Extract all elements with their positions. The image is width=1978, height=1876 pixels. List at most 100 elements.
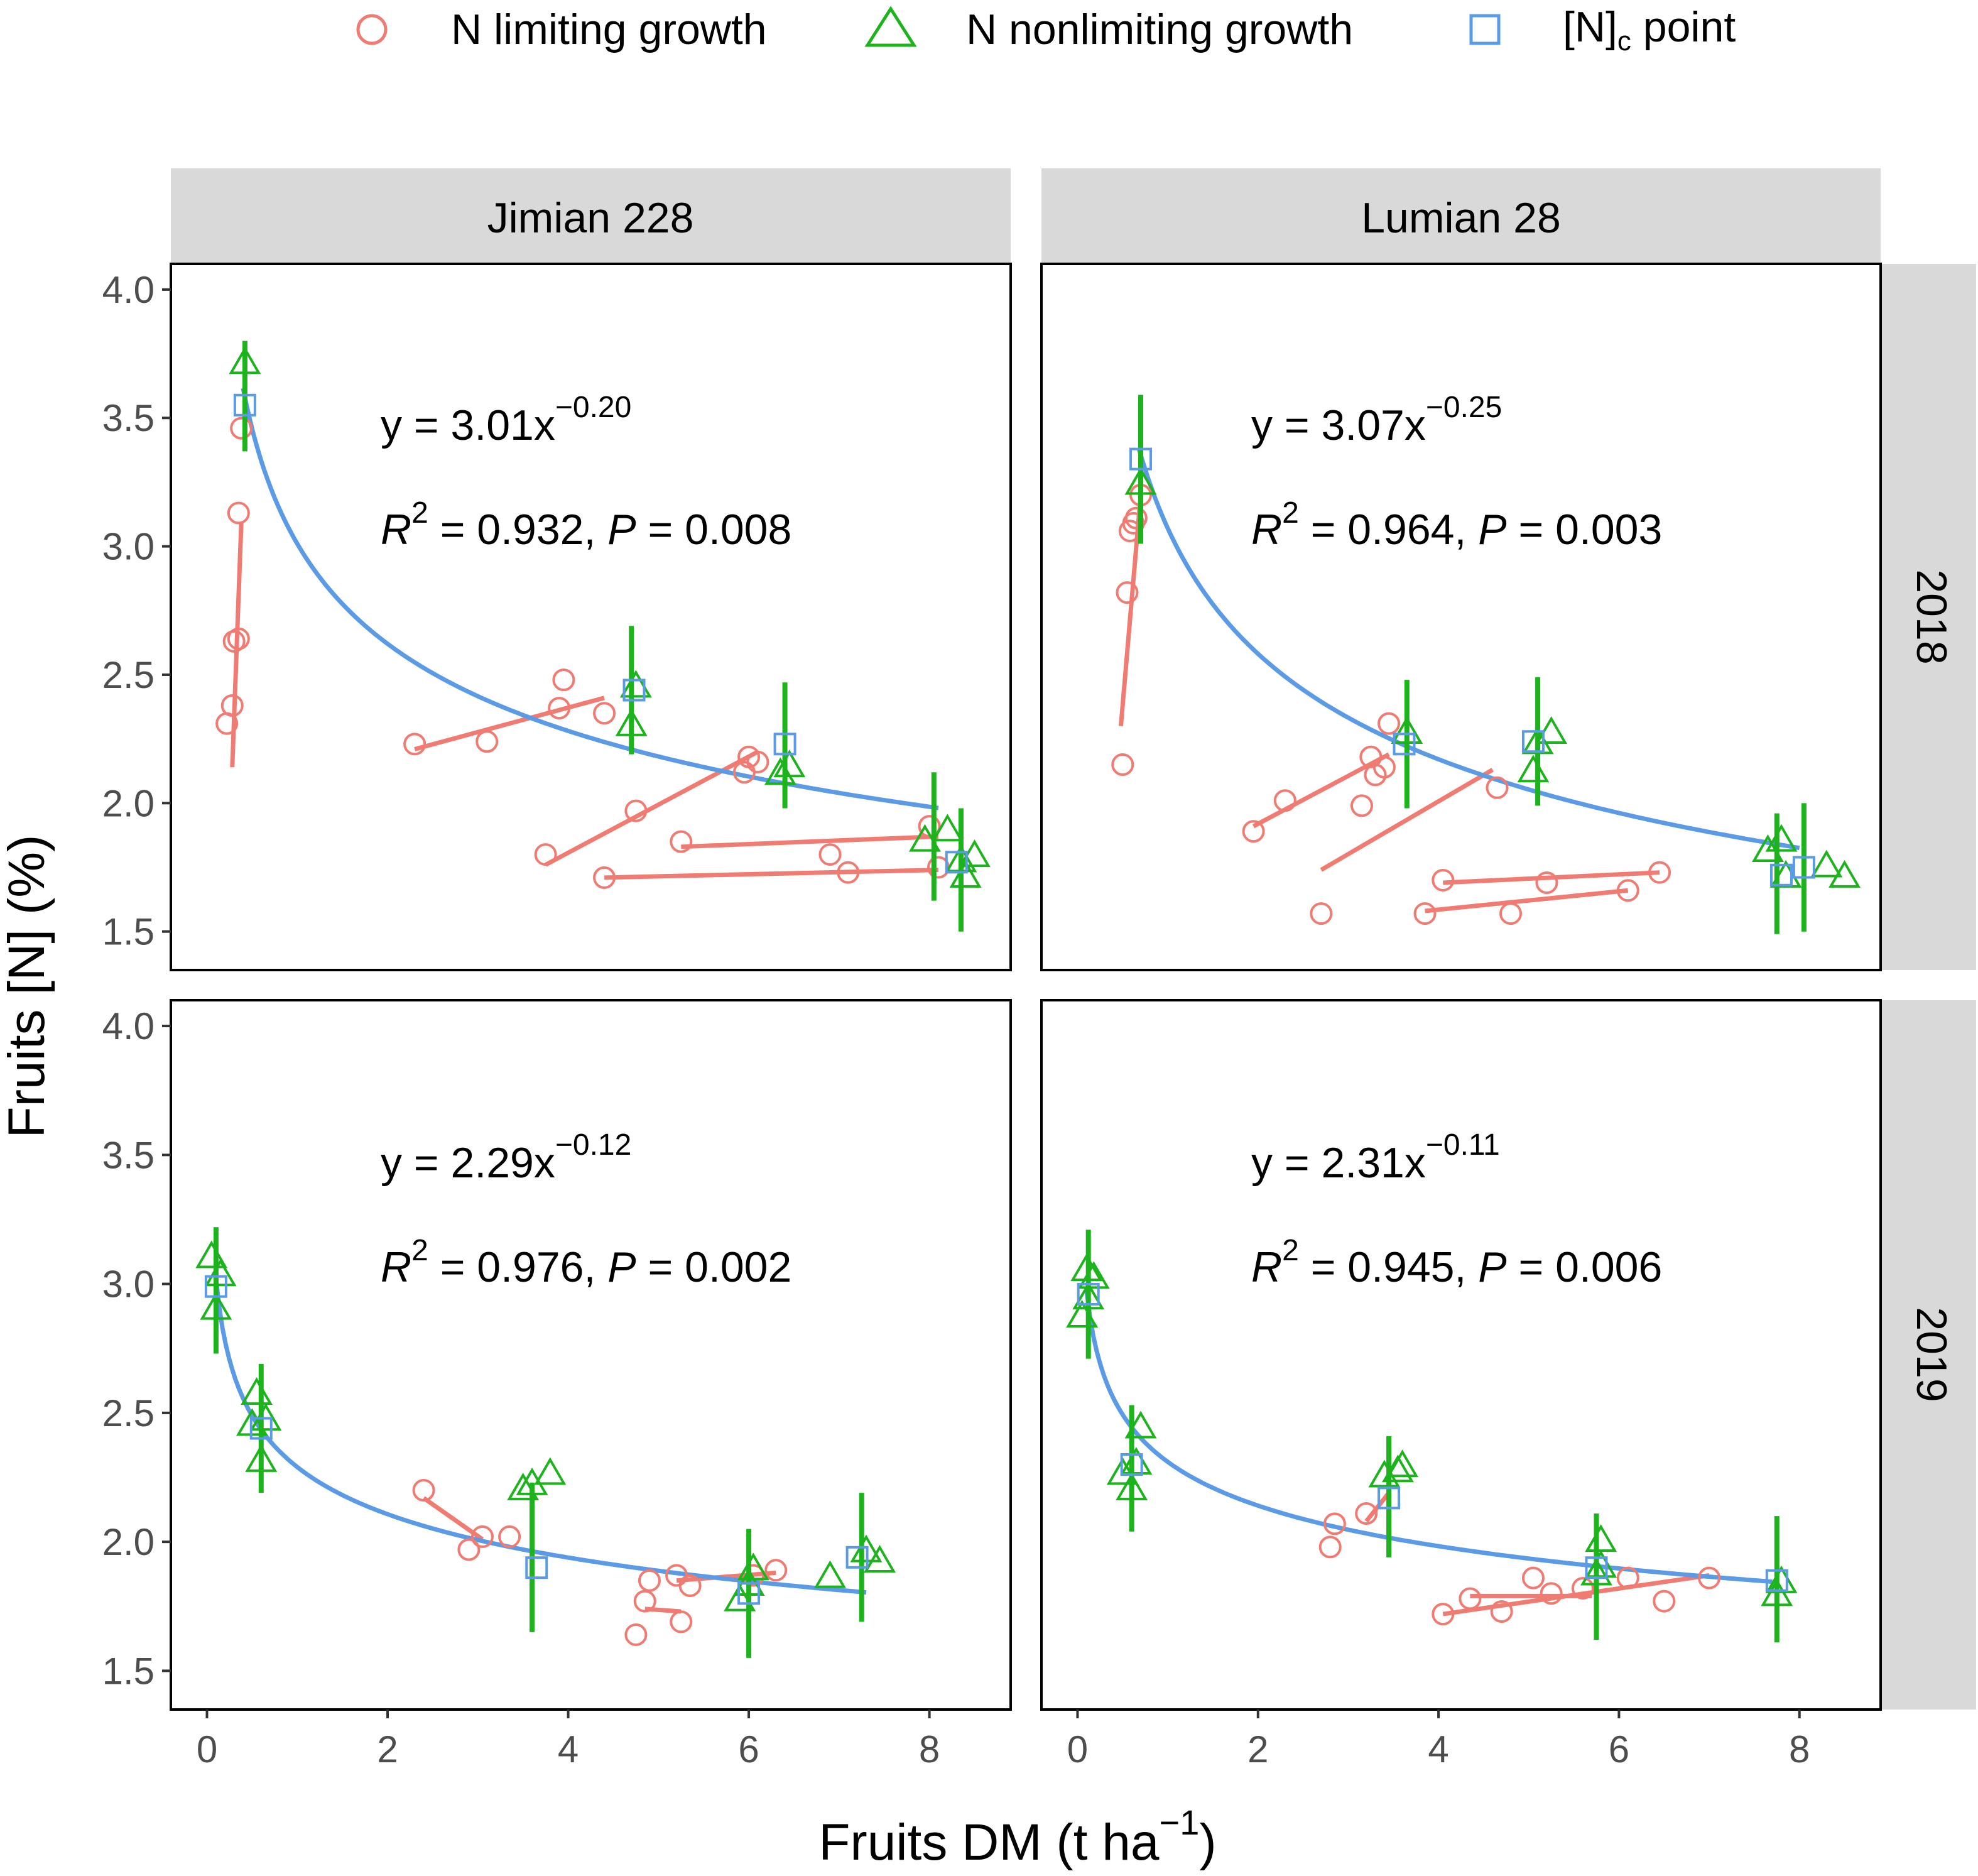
nonlimiting-point (1124, 1410, 1157, 1439)
limiting-point (1378, 712, 1401, 735)
strip-column-lumian (1041, 168, 1881, 264)
r2-value: = 0.945, (1299, 1243, 1478, 1291)
limiting-point (764, 1559, 788, 1582)
x-tick-label: 4 (558, 1728, 579, 1770)
critical-point (1393, 733, 1416, 756)
equation: y = 2.31x−0.11 (1251, 1128, 1500, 1187)
equation-prefix: y = 3.01x (381, 401, 555, 449)
limiting-point (470, 1525, 494, 1548)
limiting-point (1242, 820, 1265, 843)
limiting-point (1323, 1512, 1346, 1535)
fit-stats: R2 = 0.976, P = 0.002 (381, 1234, 791, 1291)
r2-value: = 0.932, (428, 506, 607, 554)
limiting-point (1273, 789, 1296, 812)
p-value: = 0.002 (636, 1243, 792, 1291)
nonlimiting-point (908, 824, 941, 852)
equation: y = 3.07x−0.25 (1251, 391, 1502, 449)
limiting-point (1486, 776, 1509, 799)
r2-sup: 2 (1282, 1234, 1299, 1267)
panel-marks (195, 1227, 896, 1658)
critical-point (945, 851, 968, 874)
limiting-point (457, 1538, 481, 1561)
limiting-point (548, 697, 571, 720)
nonlimiting-point (1106, 1457, 1139, 1485)
legend-label-critical: [N]c point (1563, 3, 1736, 57)
critical-point (622, 679, 646, 702)
limiting-point (412, 1479, 435, 1502)
limiting-point (624, 1623, 648, 1646)
x-axis-title-tail: ) (1199, 1814, 1216, 1871)
p-value: = 0.008 (636, 506, 792, 554)
critical-point (1120, 1453, 1143, 1476)
y-tick-label: 3.0 (102, 1263, 155, 1306)
limiting-point (1653, 1590, 1676, 1613)
legend-circle-icon (356, 14, 388, 45)
x-tick-label: 0 (1067, 1728, 1088, 1770)
fit-stats: R2 = 0.932, P = 0.008 (381, 496, 791, 554)
strip-column-jimian (171, 168, 1011, 264)
panel-jimian228-2018: y = 3.01x−0.20 R2 = 0.932, P = 0.008 (170, 263, 1012, 971)
r2-value: = 0.976, (428, 1243, 607, 1291)
nonlimiting-point (516, 1467, 548, 1495)
limiting-point (1535, 871, 1558, 895)
panel-border (1040, 263, 1882, 971)
limiting-point (678, 1574, 702, 1597)
panel-bg (1041, 1000, 1881, 1710)
nonlimiting-point (737, 1552, 769, 1581)
limiting-fit-line (1320, 768, 1494, 872)
x-tick-label: 2 (377, 1728, 398, 1770)
critical-point (737, 1582, 761, 1605)
x-tick-label: 2 (1247, 1728, 1268, 1770)
nonlimiting-point (229, 346, 261, 374)
limiting-point (1616, 1566, 1639, 1590)
y-tick-label: 3.0 (102, 526, 155, 568)
p-label: P (1478, 1243, 1506, 1291)
legend-critical-sub: c (1617, 26, 1631, 57)
nonlimiting-point (1585, 1524, 1617, 1552)
r2-value: = 0.964, (1299, 506, 1478, 554)
legend: N limiting growth N nonlimiting growth [… (356, 3, 1736, 57)
nonlimiting-point (1381, 1454, 1414, 1483)
panel-border (1040, 999, 1882, 1711)
limiting-fit-line (230, 523, 244, 768)
r2-label: R (381, 1243, 411, 1291)
limiting-point (220, 694, 244, 717)
panel-bg (1041, 264, 1881, 970)
equation-exponent: −0.25 (1426, 391, 1502, 424)
limiting-fit-line (1425, 888, 1629, 913)
strip-label-2018: 2018 (1908, 569, 1955, 664)
limiting-point (227, 501, 250, 525)
limiting-point (593, 702, 616, 725)
limiting-point (1116, 581, 1139, 604)
nonlimiting-point (1391, 716, 1423, 744)
nonlimiting-point (1066, 1299, 1099, 1328)
equation-exponent: −0.11 (1426, 1128, 1500, 1162)
panel-lumian28-2019: y = 2.31x−0.11 R2 = 0.945, P = 0.006 (1040, 999, 1882, 1711)
limiting-point (1432, 1603, 1455, 1626)
nonlimiting-point (1386, 1449, 1419, 1478)
limiting-point (475, 730, 499, 753)
x-axis-title-main: Fruits DM (t ha (818, 1814, 1160, 1871)
nonlimiting-point (724, 1583, 756, 1612)
limiting-fit-line (604, 868, 939, 880)
panel-marks (1066, 1230, 1798, 1643)
limiting-point (1521, 1566, 1545, 1590)
equation-prefix: y = 3.07x (1251, 401, 1426, 449)
limiting-point (1571, 1577, 1594, 1600)
limiting-point (227, 627, 250, 650)
limiting-point (624, 799, 648, 822)
r2-sup: 2 (411, 1234, 428, 1267)
limiting-point (1540, 1582, 1563, 1605)
strip-row-2019 (1881, 1000, 1976, 1710)
panel-marks (1111, 395, 1861, 934)
critical-point (1077, 1283, 1100, 1306)
limiting-point (1372, 756, 1396, 779)
strip-row-2018 (1881, 264, 1976, 970)
r2-label: R (381, 506, 411, 554)
x-tick-label: 0 (197, 1728, 217, 1770)
critical-point (1769, 863, 1793, 886)
y-tick-label: 3.5 (102, 1134, 155, 1176)
p-value: = 0.006 (1507, 1243, 1663, 1291)
equation: y = 3.01x−0.20 (381, 391, 631, 449)
